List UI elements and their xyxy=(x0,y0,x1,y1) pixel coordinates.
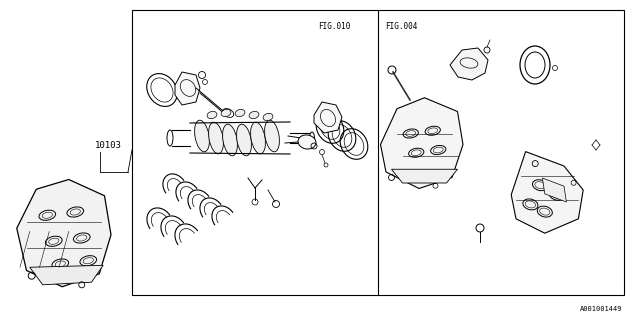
Ellipse shape xyxy=(249,111,259,119)
Text: FIG.010: FIG.010 xyxy=(317,22,350,31)
Text: 10103: 10103 xyxy=(95,140,122,149)
Polygon shape xyxy=(17,180,111,287)
Ellipse shape xyxy=(195,120,209,152)
Ellipse shape xyxy=(209,122,223,154)
Ellipse shape xyxy=(298,135,316,149)
Polygon shape xyxy=(29,265,103,285)
Polygon shape xyxy=(450,48,488,80)
Ellipse shape xyxy=(221,109,231,116)
Polygon shape xyxy=(511,152,583,233)
Ellipse shape xyxy=(251,122,266,154)
Ellipse shape xyxy=(223,124,237,156)
Text: A001001449: A001001449 xyxy=(579,306,622,312)
Ellipse shape xyxy=(235,109,245,116)
Polygon shape xyxy=(392,169,458,183)
Polygon shape xyxy=(314,102,342,133)
Ellipse shape xyxy=(264,120,280,152)
Polygon shape xyxy=(381,98,463,188)
Bar xyxy=(132,10,624,295)
Ellipse shape xyxy=(207,111,217,119)
Polygon shape xyxy=(175,72,200,105)
Ellipse shape xyxy=(263,113,273,121)
Text: FIG.004: FIG.004 xyxy=(385,22,417,31)
Polygon shape xyxy=(543,178,566,202)
Ellipse shape xyxy=(237,124,252,156)
